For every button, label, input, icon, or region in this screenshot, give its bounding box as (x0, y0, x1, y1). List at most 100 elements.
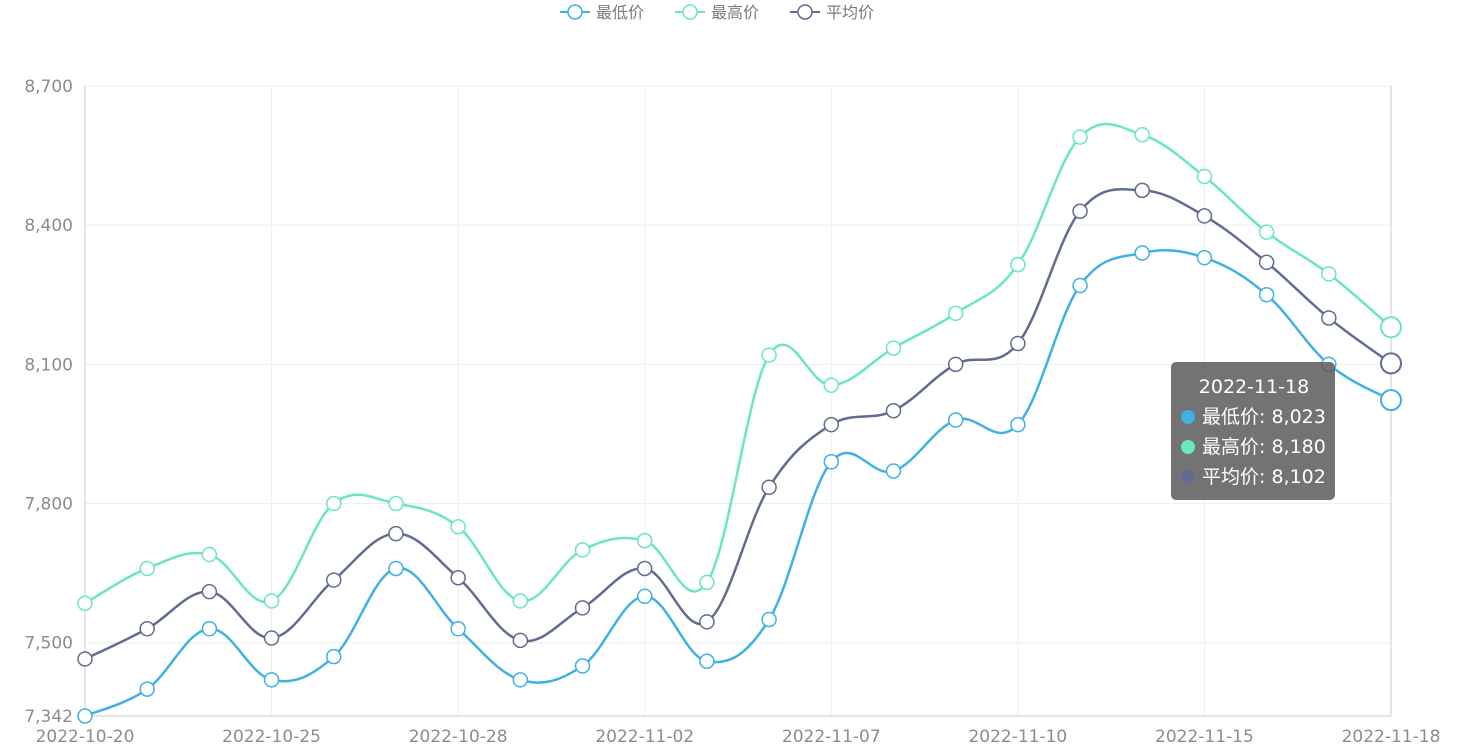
legend-marker-low (567, 4, 583, 20)
tooltip-label-avg: 平均价: 8,102 (1202, 466, 1326, 488)
data-point-avg[interactable] (263, 630, 280, 646)
data-point-low[interactable] (636, 588, 653, 605)
data-point-high[interactable] (139, 560, 155, 577)
data-point-high[interactable] (636, 532, 653, 549)
data-point-low[interactable] (761, 611, 777, 628)
data-point-high[interactable] (1010, 256, 1026, 273)
data-point-low[interactable] (699, 653, 715, 670)
data-point-avg[interactable] (1134, 182, 1150, 199)
data-point-avg[interactable] (1258, 254, 1275, 271)
data-point-low[interactable] (947, 412, 964, 428)
data-point-high[interactable] (201, 546, 218, 563)
data-point-avg[interactable] (761, 479, 777, 496)
data-point-high[interactable] (326, 495, 342, 512)
data-point-low[interactable] (77, 708, 93, 724)
data-point-avg[interactable] (1010, 335, 1026, 352)
data-point-low[interactable] (574, 658, 591, 674)
x-tick-label: 2022-10-25 (222, 727, 321, 746)
data-point-avg[interactable] (823, 416, 840, 433)
legend[interactable]: 最低价 最高价 平均价 (560, 3, 874, 22)
data-point-high[interactable] (823, 377, 840, 393)
data-point-low[interactable] (1258, 287, 1275, 303)
legend-label-high: 最高价 (711, 3, 759, 22)
data-point-avg[interactable] (1196, 208, 1213, 224)
data-point-avg[interactable] (1380, 352, 1402, 375)
y-tick-label: 7,500 (24, 634, 73, 654)
x-tick-label: 2022-10-28 (409, 727, 508, 746)
data-point-low[interactable] (450, 621, 466, 637)
data-point-high[interactable] (1134, 126, 1150, 143)
data-point-low[interactable] (823, 454, 840, 470)
tooltip-label-low: 最低价: 8,023 (1202, 406, 1326, 428)
data-point-avg[interactable] (388, 525, 404, 542)
data-point-avg[interactable] (326, 572, 342, 588)
data-point-avg[interactable] (699, 614, 715, 630)
data-point-high[interactable] (263, 593, 280, 609)
tooltip-title: 2022-11-18 (1198, 376, 1310, 398)
data-point-low[interactable] (139, 681, 155, 697)
legend-item-avg[interactable]: 平均价 (790, 3, 874, 22)
legend-marker-avg (797, 4, 813, 20)
data-point-low[interactable] (885, 463, 902, 479)
tooltip-dot-low (1181, 410, 1195, 424)
data-point-low[interactable] (512, 672, 529, 688)
data-point-high[interactable] (388, 495, 404, 512)
data-point-high[interactable] (1196, 168, 1213, 185)
series-line-low (84, 249, 1392, 718)
tooltip-dot-avg (1181, 470, 1195, 484)
x-tick-label: 2022-11-07 (782, 727, 881, 746)
tooltip-row-low: 最低价: 8,023 (1181, 402, 1327, 432)
y-tick-label: 7,342 (24, 707, 73, 727)
y-tick-label: 8,100 (24, 355, 73, 375)
data-point-high[interactable] (885, 340, 902, 356)
data-point-low[interactable] (201, 621, 218, 637)
data-point-avg[interactable] (1072, 203, 1088, 220)
data-point-high[interactable] (699, 574, 715, 591)
legend-label-low: 最低价 (596, 3, 644, 22)
data-point-low[interactable] (1380, 389, 1402, 412)
data-point-low[interactable] (1196, 249, 1213, 266)
data-point-avg[interactable] (574, 600, 591, 616)
y-tick-label: 7,800 (24, 495, 73, 515)
x-tick-label: 2022-11-15 (1155, 727, 1254, 746)
legend-marker-high (682, 4, 698, 20)
x-tick-label: 2022-11-10 (968, 727, 1067, 746)
data-point-avg[interactable] (450, 570, 466, 586)
data-point-high[interactable] (1321, 266, 1337, 282)
data-point-avg[interactable] (77, 651, 93, 667)
data-point-high[interactable] (77, 595, 93, 612)
data-point-high[interactable] (1380, 316, 1402, 339)
data-point-avg[interactable] (139, 621, 155, 637)
data-point-high[interactable] (450, 518, 466, 535)
data-point-high[interactable] (761, 347, 777, 363)
data-point-low[interactable] (1134, 245, 1150, 261)
data-point-high[interactable] (947, 305, 964, 322)
data-point-low[interactable] (1072, 277, 1088, 294)
data-point-low[interactable] (388, 560, 404, 577)
series-high (77, 122, 1402, 612)
series-avg (77, 182, 1402, 667)
tooltip-label-high: 最高价: 8,180 (1202, 436, 1326, 458)
data-point-high[interactable] (1258, 224, 1275, 240)
y-tick-label: 8,700 (24, 77, 73, 97)
data-point-avg[interactable] (1321, 310, 1337, 326)
y-tick-label: 8,400 (24, 216, 73, 236)
x-tick-label: 2022-11-02 (595, 727, 694, 746)
legend-item-high[interactable]: 最高价 (675, 3, 759, 22)
tooltip: 2022-11-18 最低价: 8,023 最高价: 8,180 平均价: 8,… (1171, 362, 1335, 500)
data-point-avg[interactable] (885, 402, 902, 419)
x-tick-label: 2022-10-20 (36, 727, 135, 746)
data-point-high[interactable] (512, 593, 529, 609)
data-point-low[interactable] (263, 672, 280, 688)
data-point-low[interactable] (1010, 416, 1026, 433)
data-point-low[interactable] (326, 648, 342, 665)
data-point-avg[interactable] (947, 356, 964, 373)
data-point-avg[interactable] (512, 632, 529, 649)
data-point-high[interactable] (1072, 129, 1088, 145)
data-point-avg[interactable] (201, 583, 218, 600)
legend-label-avg: 平均价 (826, 3, 874, 22)
legend-item-low[interactable]: 最低价 (560, 3, 644, 22)
data-point-high[interactable] (574, 542, 591, 558)
data-point-avg[interactable] (636, 560, 653, 577)
